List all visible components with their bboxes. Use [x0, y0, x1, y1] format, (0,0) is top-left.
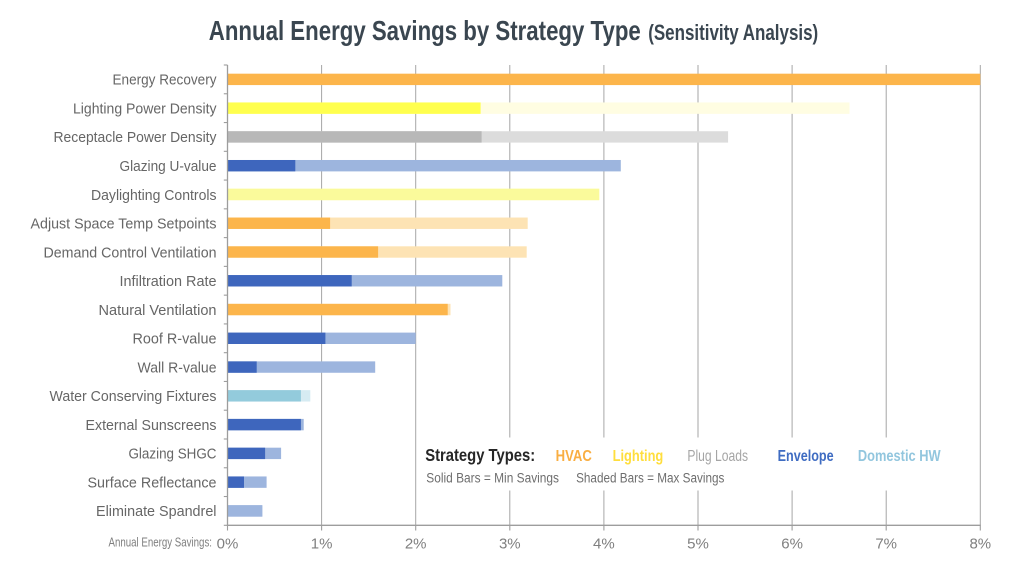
svg-text:Roof R-value: Roof R-value — [133, 331, 217, 348]
svg-text:(Sensitivity Analysis): (Sensitivity Analysis) — [648, 20, 818, 45]
svg-text:Infiltration Rate: Infiltration Rate — [120, 273, 217, 290]
svg-text:Daylighting Controls: Daylighting Controls — [91, 187, 217, 204]
svg-text:6%: 6% — [781, 535, 803, 552]
svg-text:8%: 8% — [969, 535, 991, 552]
svg-text:Lighting: Lighting — [613, 448, 664, 465]
svg-text:Annual Energy Savings:: Annual Energy Savings: — [109, 536, 213, 550]
svg-text:Receptacle Power Density: Receptacle Power Density — [54, 129, 217, 146]
svg-text:External Sunscreens: External Sunscreens — [86, 417, 217, 434]
svg-text:Domestic HW: Domestic HW — [858, 448, 941, 465]
svg-text:Strategy Types:: Strategy Types: — [425, 445, 535, 465]
svg-text:0%: 0% — [217, 535, 239, 552]
svg-text:1%: 1% — [311, 535, 333, 552]
svg-text:Adjust Space Temp Setpoints: Adjust Space Temp Setpoints — [31, 216, 217, 233]
svg-text:Glazing SHGC: Glazing SHGC — [129, 446, 217, 463]
svg-text:Plug Loads: Plug Loads — [687, 448, 748, 465]
svg-text:Surface Reflectance: Surface Reflectance — [88, 474, 217, 491]
svg-text:Energy Recovery: Energy Recovery — [113, 72, 217, 89]
svg-text:Lighting Power Density: Lighting Power Density — [73, 100, 217, 117]
svg-text:Natural Ventilation: Natural Ventilation — [99, 302, 217, 319]
svg-text:2%: 2% — [405, 535, 427, 552]
svg-text:Annual Energy Savings by Strat: Annual Energy Savings by Strategy Type — [209, 15, 641, 46]
svg-text:3%: 3% — [499, 535, 521, 552]
svg-text:Demand Control Ventilation: Demand Control Ventilation — [44, 244, 217, 261]
svg-text:Solid Bars = Min Savings: Solid Bars = Min Savings — [426, 471, 559, 486]
svg-text:Shaded Bars = Max Savings: Shaded Bars = Max Savings — [576, 471, 725, 486]
svg-text:5%: 5% — [687, 535, 709, 552]
svg-text:Wall R-value: Wall R-value — [138, 359, 217, 376]
svg-text:4%: 4% — [593, 535, 615, 552]
svg-text:HVAC: HVAC — [556, 448, 593, 465]
svg-text:Water Conserving Fixtures: Water Conserving Fixtures — [50, 388, 217, 405]
svg-text:Envelope: Envelope — [778, 448, 834, 465]
svg-text:Glazing U-value: Glazing U-value — [120, 158, 217, 175]
svg-text:7%: 7% — [875, 535, 897, 552]
svg-text:Eliminate Spandrel: Eliminate Spandrel — [96, 503, 217, 520]
